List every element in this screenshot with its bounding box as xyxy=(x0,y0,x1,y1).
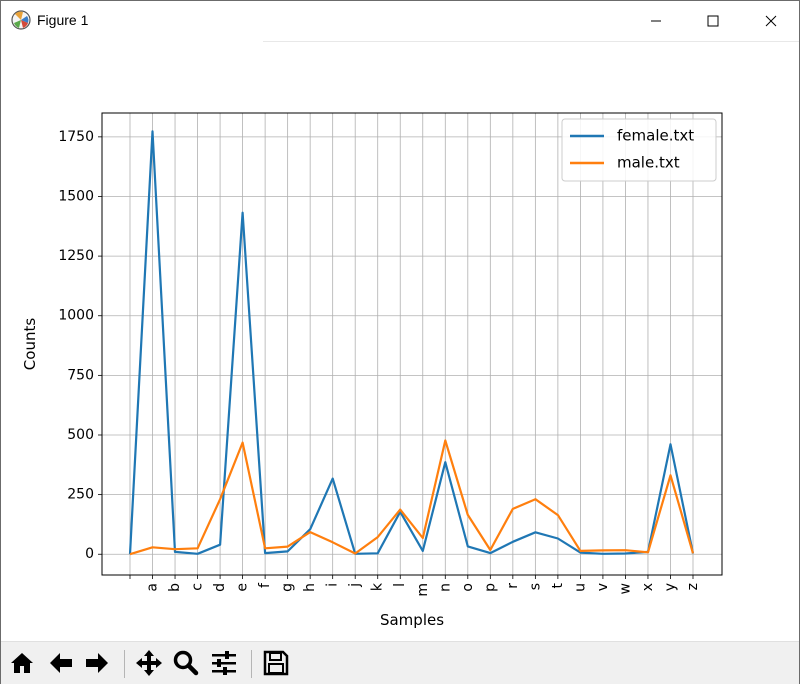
close-button[interactable] xyxy=(748,1,794,41)
x-tick-label: k xyxy=(370,582,386,591)
y-tick-label: 1500 xyxy=(58,188,94,204)
y-tick-label: 750 xyxy=(67,367,94,383)
minimize-icon xyxy=(651,20,661,22)
y-tick-label: 250 xyxy=(67,487,94,503)
home-button[interactable] xyxy=(7,647,37,679)
x-tick-label: c xyxy=(190,583,206,591)
arrow-right-icon xyxy=(86,653,108,673)
maximize-icon xyxy=(707,15,719,27)
x-tick-label: s xyxy=(527,583,543,590)
forward-button[interactable] xyxy=(82,647,112,679)
title-separator xyxy=(263,41,799,42)
floppy-disk-icon xyxy=(263,650,289,676)
maximize-button[interactable] xyxy=(690,1,736,41)
x-tick-label: l xyxy=(392,583,408,587)
y-tick-label: 1750 xyxy=(58,129,94,145)
configure-subplots-button[interactable] xyxy=(209,647,239,679)
x-tick-label: d xyxy=(212,583,228,592)
x-tick-label: u xyxy=(572,583,588,592)
x-tick-label: a xyxy=(145,583,161,592)
legend-label: male.txt xyxy=(617,154,680,172)
x-tick-label: v xyxy=(595,583,611,591)
legend-label: female.txt xyxy=(617,127,694,145)
x-tick-label: y xyxy=(662,583,678,591)
figure-canvas[interactable]: a b c d e f g h i j k l m n o p r s t u v w x y z 0 250 500 750 1000 1… xyxy=(1,42,799,639)
save-button[interactable] xyxy=(261,647,291,679)
x-tick-label: o xyxy=(460,583,476,592)
series-line-female-txt xyxy=(128,130,695,555)
x-tick-label: x xyxy=(640,583,656,591)
legend-box xyxy=(561,118,717,182)
toolbar-separator xyxy=(251,650,252,678)
y-tick-label: 1250 xyxy=(58,248,94,264)
back-button[interactable] xyxy=(46,647,76,679)
x-axis-label: Samples xyxy=(380,611,444,629)
x-tick-label: i xyxy=(325,583,341,587)
x-tick-label: e xyxy=(235,583,251,592)
y-tick-label: 0 xyxy=(85,546,94,562)
x-tick-label: z xyxy=(685,583,701,590)
window-title: Figure 1 xyxy=(37,12,89,28)
x-tick-label: r xyxy=(505,583,521,589)
sliders-icon xyxy=(212,651,236,675)
arrow-left-icon xyxy=(50,653,72,673)
move-icon xyxy=(136,650,162,676)
y-tick-label: 500 xyxy=(67,427,94,443)
x-tick-label: w xyxy=(617,583,633,594)
x-tick-label: h xyxy=(302,583,318,592)
x-tick-label: j xyxy=(347,583,363,588)
close-icon xyxy=(765,15,777,27)
series-line-male-txt xyxy=(129,439,695,556)
app-icon xyxy=(11,10,31,30)
axes-frame xyxy=(101,112,723,576)
title-bar: Figure 1 xyxy=(1,1,799,41)
x-tick-label: p xyxy=(482,583,498,592)
x-tick-label: b xyxy=(167,583,183,592)
toolbar-separator xyxy=(124,650,125,678)
pan-button[interactable] xyxy=(134,647,164,679)
x-tick-label: t xyxy=(550,583,566,589)
minimize-button[interactable] xyxy=(633,1,679,41)
home-icon xyxy=(11,653,33,673)
zoom-button[interactable] xyxy=(171,647,201,679)
y-tick-label: 1000 xyxy=(58,308,94,324)
line-chart[interactable]: a b c d e f g h i j k l m n o p r s t u v w x y z 0 250 500 750 1000 1… xyxy=(1,42,799,639)
x-tick-label: g xyxy=(280,583,296,592)
y-axis-label: Counts xyxy=(21,318,39,371)
magnifier-icon xyxy=(173,650,199,676)
x-tick-label: n xyxy=(437,583,453,592)
x-tick-label: m xyxy=(415,583,431,597)
x-tick-label: f xyxy=(257,582,273,588)
navigation-toolbar xyxy=(1,641,799,684)
